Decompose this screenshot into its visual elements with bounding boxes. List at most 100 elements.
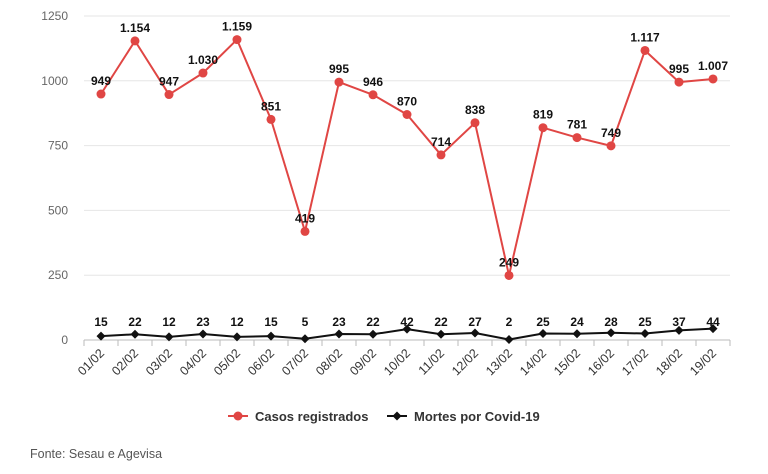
x-tick-label: 09/02 xyxy=(347,346,379,378)
data-label-mortes: 23 xyxy=(196,315,210,329)
data-label-casos: 819 xyxy=(533,108,553,122)
point-mortes xyxy=(164,332,174,342)
point-mortes xyxy=(334,329,344,339)
point-casos xyxy=(572,133,582,143)
point-mortes xyxy=(538,329,548,339)
data-label-mortes: 15 xyxy=(94,315,108,329)
point-casos xyxy=(232,35,242,45)
point-casos xyxy=(402,109,412,119)
x-tick-label: 19/02 xyxy=(687,346,719,378)
y-tick-label: 250 xyxy=(48,268,68,282)
x-tick-label: 18/02 xyxy=(653,346,685,378)
series-layer xyxy=(96,35,718,344)
data-label-mortes: 27 xyxy=(468,315,482,329)
point-casos xyxy=(300,226,310,236)
data-label-mortes: 24 xyxy=(570,315,584,329)
data-label-casos: 949 xyxy=(91,74,111,88)
data-label-casos: 838 xyxy=(465,103,485,117)
legend: Casos registrados Mortes por Covid-19 xyxy=(228,409,540,424)
series-line-casos xyxy=(100,38,714,277)
x-tick-label: 06/02 xyxy=(245,346,277,378)
x-tick-label: 02/02 xyxy=(109,346,141,378)
point-casos xyxy=(368,90,378,100)
x-tick-label: 07/02 xyxy=(279,346,311,378)
data-label-casos: 851 xyxy=(261,99,281,113)
point-casos xyxy=(96,89,106,99)
point-mortes xyxy=(504,334,514,344)
point-casos xyxy=(266,114,276,124)
x-axis: 01/02 02/02 03/02 04/02 05/02 06/02 07/02 08/02… xyxy=(75,339,731,378)
data-label-mortes: 22 xyxy=(434,315,448,329)
data-label-casos: 995 xyxy=(329,62,349,76)
data-label-casos: 1.154 xyxy=(120,21,150,35)
point-mortes xyxy=(368,329,378,339)
data-label-mortes: 15 xyxy=(264,315,278,329)
data-label-casos: 870 xyxy=(397,94,417,108)
legend-item-casos: Casos registrados xyxy=(228,409,368,424)
legend-item-mortes: Mortes por Covid-19 xyxy=(387,409,540,424)
point-casos xyxy=(538,123,548,133)
data-label-mortes: 42 xyxy=(400,315,414,329)
point-mortes xyxy=(198,329,208,339)
point-mortes xyxy=(470,328,480,338)
data-label-casos: 249 xyxy=(499,255,519,269)
x-tick-label: 16/02 xyxy=(585,346,617,378)
point-casos xyxy=(334,77,344,87)
point-casos xyxy=(640,45,650,55)
data-label-mortes: 44 xyxy=(706,315,720,329)
point-mortes xyxy=(266,331,276,341)
data-label-casos: 749 xyxy=(601,126,621,140)
data-label-casos: 1.007 xyxy=(698,59,728,73)
point-mortes xyxy=(436,329,446,339)
point-casos xyxy=(164,90,174,100)
x-tick-label: 05/02 xyxy=(211,346,243,378)
data-label-casos: 1.159 xyxy=(222,20,252,34)
data-label-casos: 995 xyxy=(669,62,689,76)
x-tick-label: 17/02 xyxy=(619,346,651,378)
x-tick-label: 03/02 xyxy=(143,346,175,378)
x-tick-label: 13/02 xyxy=(483,346,515,378)
x-tick-label: 12/02 xyxy=(449,346,481,378)
point-mortes xyxy=(708,324,718,334)
line-chart: 0 250 500 750 1000 1250 01/02 02/02 03/02 04/02 0… xyxy=(41,9,731,424)
point-casos xyxy=(130,36,140,46)
point-casos xyxy=(470,118,480,128)
point-casos xyxy=(708,74,718,84)
point-casos xyxy=(504,270,514,280)
data-label-casos: 1.117 xyxy=(630,30,660,44)
data-label-mortes: 12 xyxy=(162,315,176,329)
point-mortes xyxy=(674,325,684,335)
point-casos xyxy=(436,150,446,160)
x-tick-label: 08/02 xyxy=(313,346,345,378)
point-mortes xyxy=(402,324,412,334)
legend-label-mortes: Mortes por Covid-19 xyxy=(414,409,540,424)
source-note: Fonte: Sesau e Agevisa xyxy=(30,447,163,461)
data-label-casos: 946 xyxy=(363,75,383,89)
legend-label-casos: Casos registrados xyxy=(255,409,368,424)
point-mortes xyxy=(232,332,242,342)
x-tick-label: 14/02 xyxy=(517,346,549,378)
x-tick-label: 10/02 xyxy=(381,346,413,378)
y-axis: 0 250 500 750 1000 1250 xyxy=(41,9,68,347)
legend-marker-casos xyxy=(233,411,243,421)
y-tick-label: 0 xyxy=(61,333,68,347)
legend-marker-mortes xyxy=(392,411,402,421)
y-tick-label: 750 xyxy=(48,139,68,153)
y-tick-label: 1000 xyxy=(41,74,68,88)
data-label-mortes: 23 xyxy=(332,315,346,329)
point-mortes xyxy=(572,329,582,339)
point-casos xyxy=(674,77,684,87)
data-label-casos: 714 xyxy=(431,135,451,149)
data-label-casos: 947 xyxy=(159,75,179,89)
y-tick-label: 500 xyxy=(48,203,68,217)
point-mortes xyxy=(130,329,140,339)
point-mortes xyxy=(96,331,106,341)
x-tick-label: 04/02 xyxy=(177,346,209,378)
data-label-mortes: 12 xyxy=(230,315,244,329)
y-tick-label: 1250 xyxy=(41,9,68,23)
data-label-mortes: 5 xyxy=(302,315,309,329)
data-label-mortes: 22 xyxy=(128,315,142,329)
point-mortes xyxy=(606,328,616,338)
grid-lines xyxy=(84,15,730,276)
data-label-casos: 1.030 xyxy=(188,53,218,67)
